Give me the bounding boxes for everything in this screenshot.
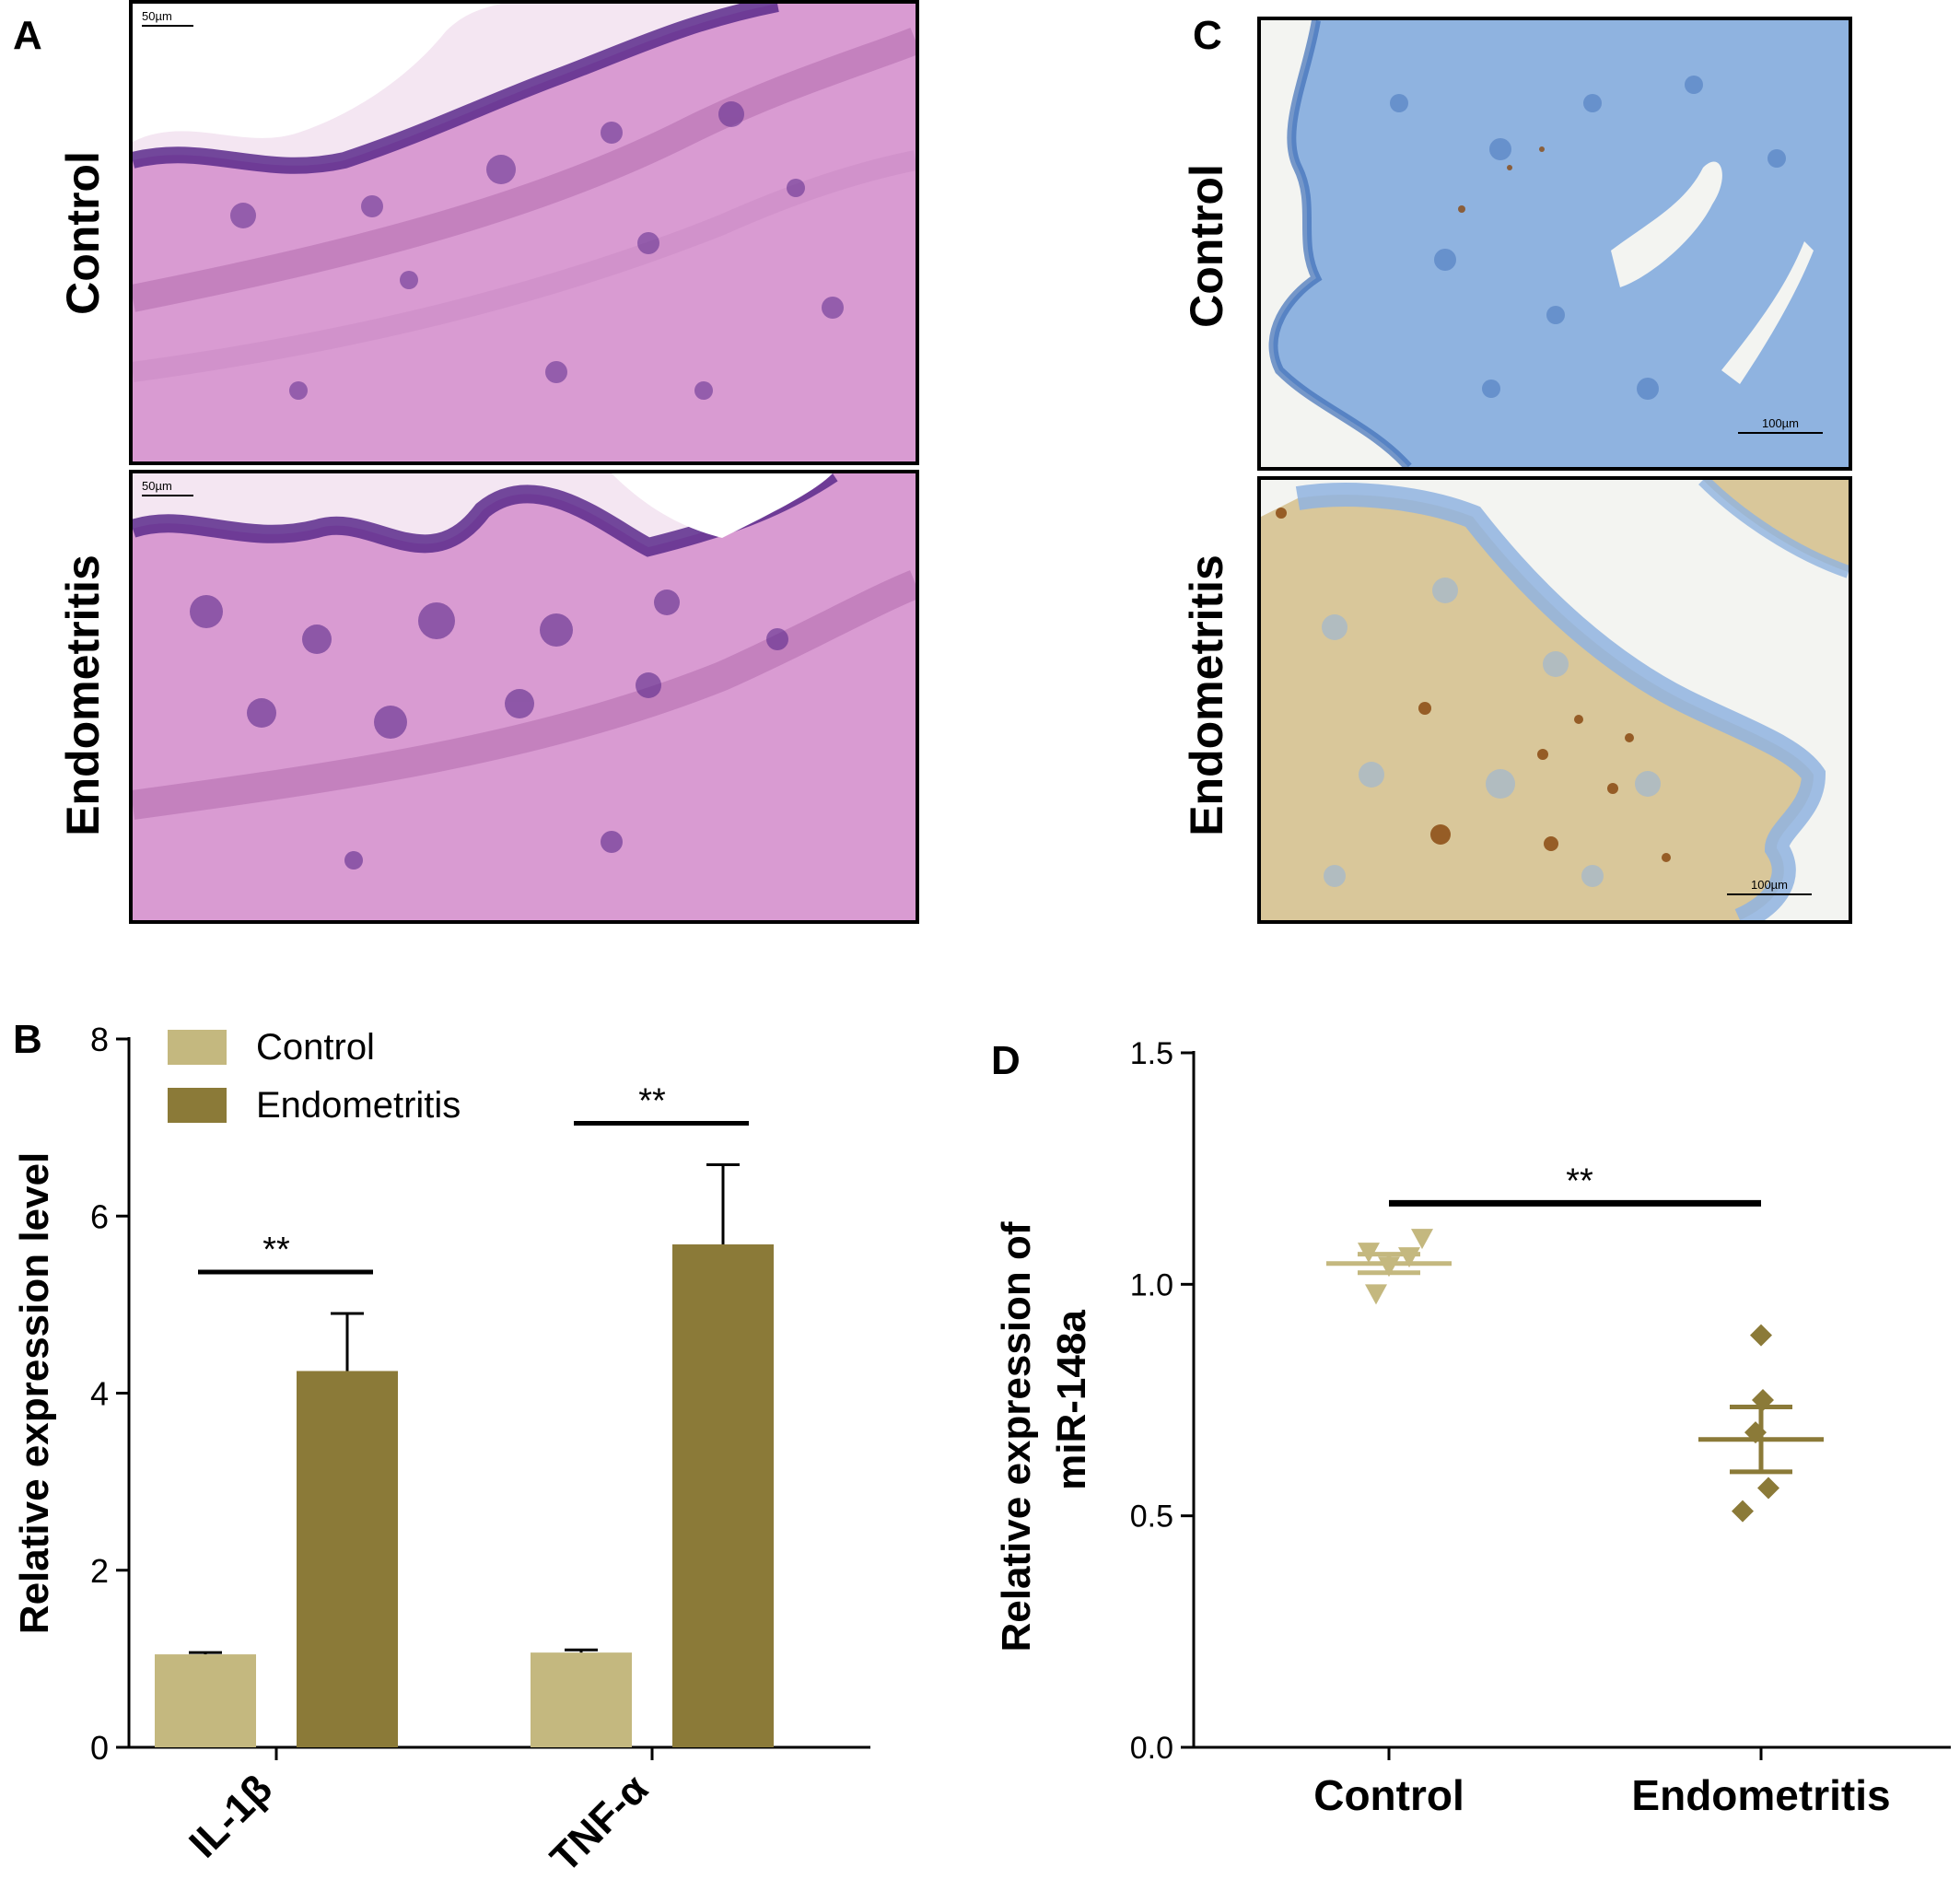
- y-tick-label: 6: [90, 1197, 109, 1235]
- scatter-chart-d: 0.0 0.5 1.0 1.5 Control Endometritis ** Relativ…: [994, 1036, 1951, 1819]
- y-tick-label: 1.5: [1130, 1036, 1173, 1071]
- ihc-micrograph-endometritis: 100µm: [1257, 476, 1852, 924]
- ihc-micrograph-control: 100µm: [1257, 17, 1852, 471]
- scale-bar-c-control: 100µm: [1738, 416, 1823, 434]
- x-tick-label: Control: [1313, 1771, 1464, 1819]
- legend-label: Control: [256, 1027, 375, 1068]
- scale-bar-label: 100µm: [1761, 416, 1799, 430]
- y-tick-label: 1.0: [1130, 1267, 1173, 1302]
- panel-a-row-label-endometritis: Endometritis: [57, 554, 109, 836]
- scale-bar-label: 50µm: [142, 479, 172, 493]
- panel-c-row-label-control: Control: [1181, 164, 1232, 328]
- significance-label: **: [1566, 1161, 1593, 1200]
- panel-a-letter: A: [13, 13, 42, 58]
- bar: [531, 1652, 632, 1747]
- panel-c-letter: C: [1193, 13, 1222, 58]
- y-axis-label-line-2: miR-148a: [1049, 1310, 1094, 1490]
- panel-a-row-label-control: Control: [57, 151, 109, 315]
- panel-d-letter: D: [991, 1038, 1021, 1083]
- y-tick-label: 8: [90, 1021, 109, 1058]
- y-axis-label-line-1: Relative expression of: [994, 1221, 1039, 1652]
- legend-swatch: [168, 1030, 227, 1065]
- scale-bar-a-control: 50µm: [142, 9, 193, 27]
- x-tick-label: Endometritis: [1631, 1771, 1890, 1819]
- y-tick-label: 0.0: [1130, 1731, 1173, 1766]
- y-tick-label: 0: [90, 1729, 109, 1767]
- data-point: [1757, 1477, 1779, 1500]
- legend-label: Endometritis: [256, 1085, 461, 1126]
- he-tissue-illustration: [133, 4, 916, 461]
- he-micrograph-control: 50µm: [129, 0, 919, 465]
- data-point: [1732, 1500, 1754, 1523]
- significance-label: **: [638, 1081, 666, 1120]
- data-point: [1365, 1284, 1387, 1305]
- y-tick-label: 2: [90, 1552, 109, 1590]
- significance-label: **: [262, 1231, 290, 1269]
- bar: [155, 1654, 256, 1747]
- x-tick-label: TNF-α: [542, 1766, 657, 1881]
- scale-bar-a-endometritis: 50µm: [142, 479, 193, 496]
- he-tissue-illustration: [133, 473, 916, 920]
- ihc-tissue-illustration: [1261, 20, 1849, 467]
- panel-b-letter: B: [13, 1017, 42, 1062]
- y-axis-label: Relative expression level: [12, 1152, 57, 1634]
- y-tick-label: 4: [90, 1375, 109, 1413]
- y-tick-label: 0.5: [1130, 1500, 1173, 1535]
- legend-swatch: [168, 1088, 227, 1123]
- bar-chart-b: 0 2 4 6 8 IL-1β ** TNF-α ** Relative expression l…: [12, 1021, 870, 1881]
- scale-bar-label: 100µm: [1750, 878, 1788, 892]
- bar: [297, 1371, 398, 1747]
- bar: [672, 1244, 774, 1747]
- ihc-tissue-illustration: [1261, 480, 1849, 920]
- panel-c-row-label-endometritis: Endometritis: [1181, 554, 1232, 836]
- data-point: [1411, 1229, 1433, 1250]
- data-point: [1750, 1324, 1772, 1347]
- scale-bar-c-endometritis: 100µm: [1727, 878, 1812, 895]
- x-tick-label: IL-1β: [181, 1766, 281, 1866]
- he-micrograph-endometritis: 50µm: [129, 470, 919, 924]
- scale-bar-label: 50µm: [142, 9, 172, 23]
